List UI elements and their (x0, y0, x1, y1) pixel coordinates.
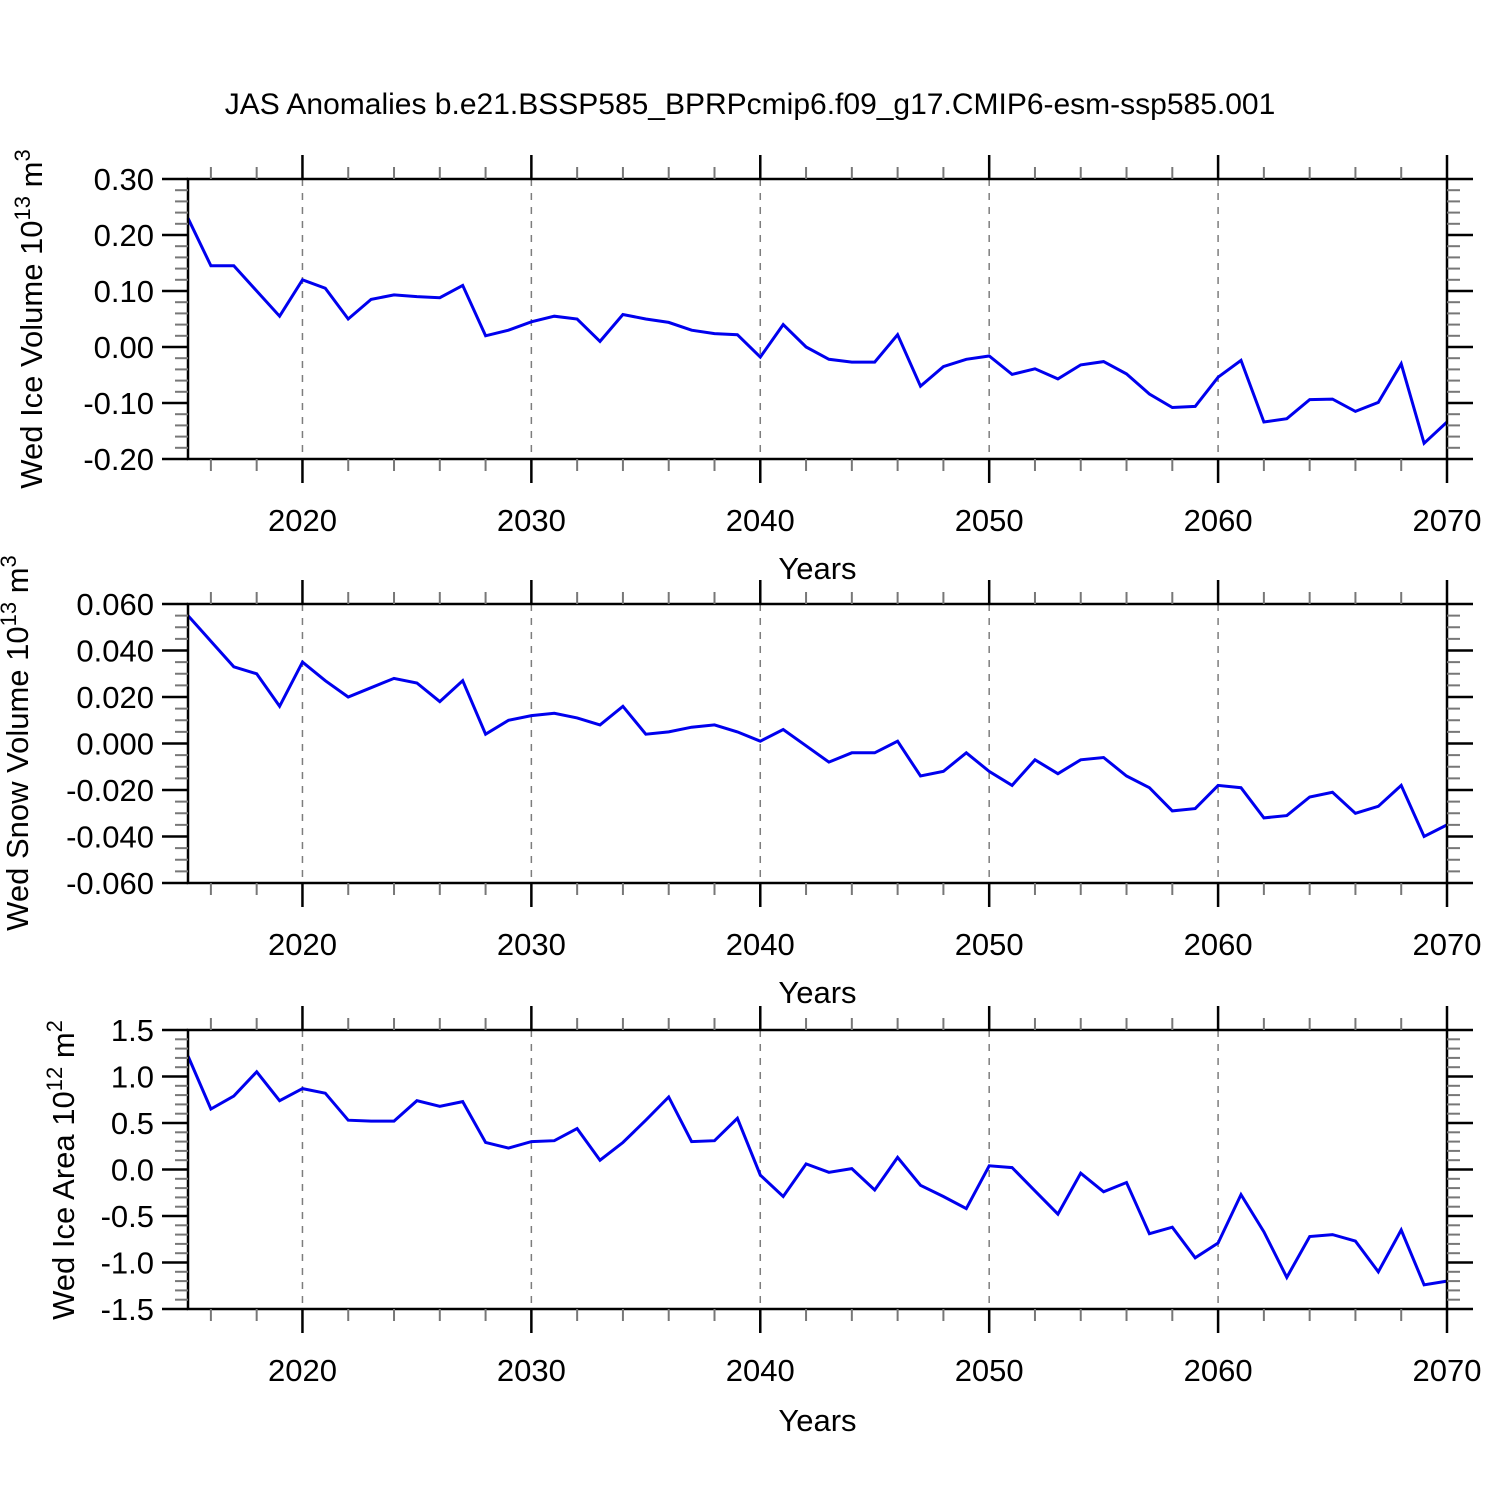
ylabel-exponent: 13 (0, 601, 21, 627)
x-tick-label: 2050 (955, 1353, 1024, 1388)
y-tick-label: -1.0 (101, 1246, 154, 1281)
x-tick-label: 2050 (955, 503, 1024, 538)
ylabel-unit-exponent: 3 (0, 555, 21, 567)
x-tick-label: 2040 (726, 1353, 795, 1388)
series-line-wed-snow-volume (186, 614, 1448, 839)
ylabel-unit-exponent: 3 (10, 149, 35, 162)
x-tick-label: 2070 (1413, 927, 1482, 962)
ylabel-exponent: 13 (10, 195, 35, 221)
y-tick-label: -0.5 (101, 1199, 154, 1234)
x-tick-label: 2020 (268, 503, 337, 538)
x-axis-title-panel1: Years (778, 551, 857, 586)
y-axis-label-ice-area: Wed Ice Area 1012 m2 (42, 870, 84, 1470)
y-tick-label: 0.10 (94, 274, 154, 309)
panel-wed-ice-area: 2020 2030 2040 2050 2060 2070 1.5 1.0 0.5 0.0 -0.5… (101, 1006, 1482, 1388)
ylabel-text: Wed Ice Area 10 (46, 1091, 81, 1320)
x-axis-title-panel2: Years (778, 975, 857, 1010)
ylabel-unit: m (0, 567, 35, 602)
y-tick-label: -1.5 (101, 1292, 154, 1327)
x-tick-label: 2070 (1413, 503, 1482, 538)
x-tick-label: 2020 (268, 1353, 337, 1388)
x-tick-label: 2060 (1184, 1353, 1253, 1388)
y-tick-label: 0.060 (76, 587, 154, 622)
y-tick-label: 1.0 (111, 1060, 154, 1095)
y-tick-label: -0.10 (83, 386, 154, 421)
y-tick-label: 0.0 (111, 1153, 154, 1188)
x-tick-label: 2040 (726, 927, 795, 962)
panel-wed-ice-volume: 2020 2030 2040 2050 2060 2070 0.30 0.20 0.10 0.00… (83, 155, 1481, 538)
y-tick-label: 0.00 (94, 330, 154, 365)
x-tick-label: 2020 (268, 927, 337, 962)
x-tick-label: 2050 (955, 927, 1024, 962)
y-tick-label: 0.30 (94, 162, 154, 197)
y-tick-label: -0.060 (66, 866, 154, 901)
y-tick-label: 1.5 (111, 1013, 154, 1048)
page-title: JAS Anomalies b.e21.BSSP585_BPRPcmip6.f0… (224, 88, 1276, 121)
x-tick-label: 2060 (1184, 503, 1253, 538)
y-tick-label: 0.5 (111, 1106, 154, 1141)
x-axis-title-panel3: Years (778, 1403, 857, 1438)
ylabel-unit: m (14, 161, 49, 196)
ylabel-text: Wed Snow Volume 10 (0, 626, 35, 931)
y-tick-label: 0.20 (94, 218, 154, 253)
x-tick-label: 2040 (726, 503, 795, 538)
y-tick-label: 0.020 (76, 680, 154, 715)
y-tick-label: -0.20 (83, 442, 154, 477)
y-axis-label-snow-volume: Wed Snow Volume 1013 m3 (0, 443, 38, 1043)
x-tick-label: 2070 (1413, 1353, 1482, 1388)
ylabel-unit-exponent: 2 (42, 1020, 67, 1033)
x-tick-label: 2030 (497, 1353, 566, 1388)
y-tick-label: -0.020 (66, 773, 154, 808)
y-tick-label: 0.000 (76, 727, 154, 762)
plot-frame (186, 602, 1449, 885)
series-line-wed-ice-volume (186, 217, 1449, 447)
y-tick-label: 0.040 (76, 634, 154, 669)
x-tick-label: 2060 (1184, 927, 1253, 962)
series-line-wed-ice-area (186, 1055, 1448, 1287)
plot-frame (186, 177, 1449, 461)
x-tick-label: 2030 (497, 927, 566, 962)
ylabel-exponent: 12 (42, 1066, 67, 1092)
ylabel-unit: m (46, 1032, 81, 1067)
panel-wed-snow-volume: 2020 2030 2040 2050 2060 2070 0.060 0.040 0.020 0… (66, 580, 1481, 962)
y-tick-label: -0.040 (66, 820, 154, 855)
x-tick-label: 2030 (497, 503, 566, 538)
